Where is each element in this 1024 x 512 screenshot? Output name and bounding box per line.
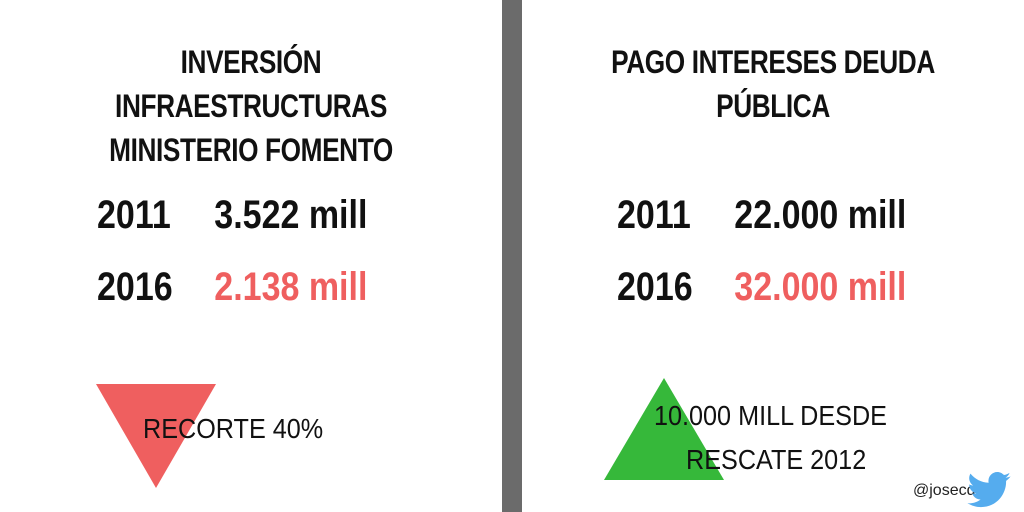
year-label: 2011	[617, 193, 691, 237]
year-label: 2016	[617, 265, 693, 309]
down-triangle-icon	[96, 384, 216, 488]
twitter-bird-icon	[967, 472, 1011, 508]
left-title-line2: MINISTERIO FOMENTO	[109, 132, 393, 168]
right-title: PAGO INTERESES DEUDA PÚBLICA	[567, 40, 979, 128]
right-row-2016: 2016 32.000 mill	[617, 262, 906, 312]
amount-value: 32.000 mill	[734, 265, 907, 309]
amount-value: 22.000 mill	[734, 193, 907, 237]
left-title-line1: INVERSIÓN INFRAESTRUCTURAS	[115, 44, 387, 124]
left-indicator-label: RECORTE 40%	[143, 413, 324, 444]
right-indicator-label-line1: 10.000 MILL DESDE	[654, 400, 888, 431]
left-row-2016: 2016 2.138 mill	[97, 262, 367, 312]
left-row-2011: 2011 3.522 mill	[97, 190, 367, 240]
year-label: 2016	[97, 265, 173, 309]
right-title-line1: PAGO INTERESES DEUDA PÚBLICA	[611, 44, 935, 124]
right-row-2011: 2011 22.000 mill	[617, 190, 906, 240]
amount-value: 2.138 mill	[214, 265, 368, 309]
center-divider	[502, 0, 522, 512]
up-triangle-icon	[604, 378, 724, 480]
left-title: INVERSIÓN INFRAESTRUCTURAS MINISTERIO FO…	[45, 40, 457, 172]
right-indicator-label-line2: RESCATE 2012	[686, 444, 867, 475]
year-label: 2011	[97, 193, 171, 237]
amount-value: 3.522 mill	[214, 193, 368, 237]
